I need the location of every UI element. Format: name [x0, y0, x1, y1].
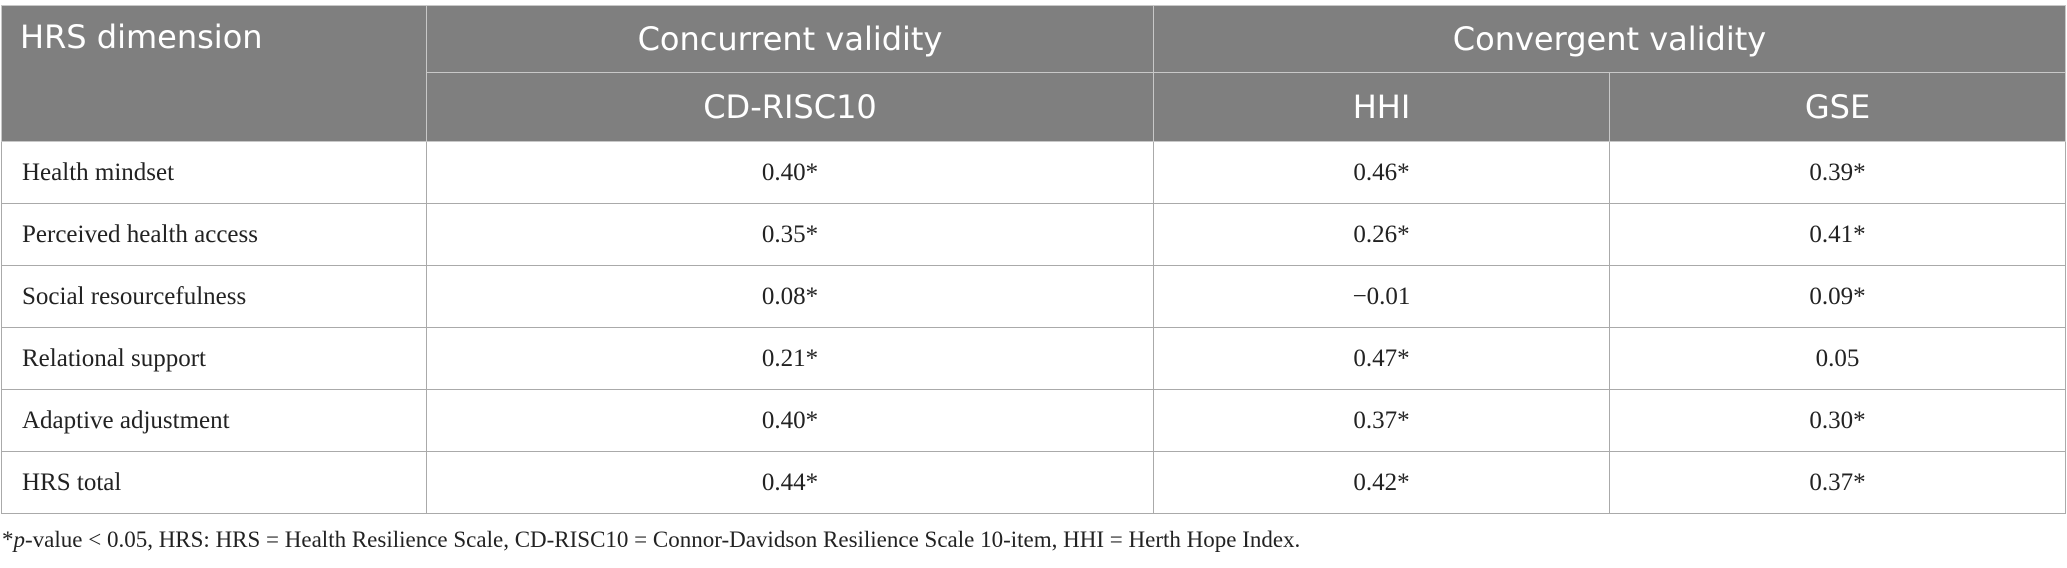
table-cell: 0.42*	[1153, 451, 1610, 514]
table-row: Perceived health access 0.35* 0.26* 0.41*	[1, 203, 2066, 266]
header-cell: HRS dimension	[1, 5, 427, 142]
header-cell: CD-RISC10	[426, 72, 1154, 142]
table-cell: 0.44*	[426, 451, 1154, 514]
table-row: Social resourcefulness 0.08* −0.01 0.09*	[1, 265, 2066, 328]
table-cell: 0.21*	[426, 327, 1154, 390]
table-cell: 0.30*	[1609, 389, 2066, 452]
row-label: Social resourcefulness	[1, 265, 427, 328]
table-cell: 0.37*	[1153, 389, 1610, 452]
table-cell: 0.40*	[426, 389, 1154, 452]
table-cell: 0.40*	[426, 141, 1154, 204]
table-cell: 0.46*	[1153, 141, 1610, 204]
table-row: Adaptive adjustment 0.40* 0.37* 0.30*	[1, 389, 2066, 452]
table-cell: 0.39*	[1609, 141, 2066, 204]
table-cell: 0.09*	[1609, 265, 2066, 328]
header-row: CD-RISC10 HHI GSE	[2, 72, 2066, 142]
row-label: Adaptive adjustment	[1, 389, 427, 452]
table-cell: 0.47*	[1153, 327, 1610, 390]
table-cell: 0.41*	[1609, 203, 2066, 266]
header-cell: Convergent validity	[1153, 5, 2066, 73]
table-header: HRS dimension Concurrent validity Conver…	[1, 5, 2066, 142]
table-row: Health mindset 0.40* 0.46* 0.39*	[1, 141, 2066, 204]
footnote-text: *	[2, 527, 14, 552]
table-cell: 0.26*	[1153, 203, 1610, 266]
footnote: *p-value < 0.05, HRS: HRS = Health Resil…	[2, 527, 1300, 553]
row-label: Health mindset	[1, 141, 427, 204]
header-row: HRS dimension Concurrent validity Conver…	[1, 5, 2066, 142]
header-cell: HHI	[1153, 72, 1610, 142]
table-row: HRS total 0.44* 0.42* 0.37*	[1, 451, 2066, 514]
table-row: Relational support 0.21* 0.47* 0.05	[1, 327, 2066, 390]
footnote-text: -value < 0.05, HRS: HRS = Health Resilie…	[25, 527, 1301, 552]
table: HRS dimension Concurrent validity Conver…	[1, 5, 2066, 514]
table-cell: 0.35*	[426, 203, 1154, 266]
table-cell: 0.08*	[426, 265, 1154, 328]
row-label: Relational support	[1, 327, 427, 390]
table-cell: −0.01	[1153, 265, 1610, 328]
table-cell: 0.37*	[1609, 451, 2066, 514]
table-body: Health mindset 0.40* 0.46* 0.39* Perceived h…	[1, 141, 2066, 514]
row-label: Perceived health access	[1, 203, 427, 266]
footnote-text: p	[13, 527, 26, 552]
table-cell: 0.05	[1609, 327, 2066, 390]
header-cell: GSE	[1609, 72, 2066, 142]
row-label: HRS total	[1, 451, 427, 514]
header-cell: Concurrent validity	[426, 5, 1154, 73]
